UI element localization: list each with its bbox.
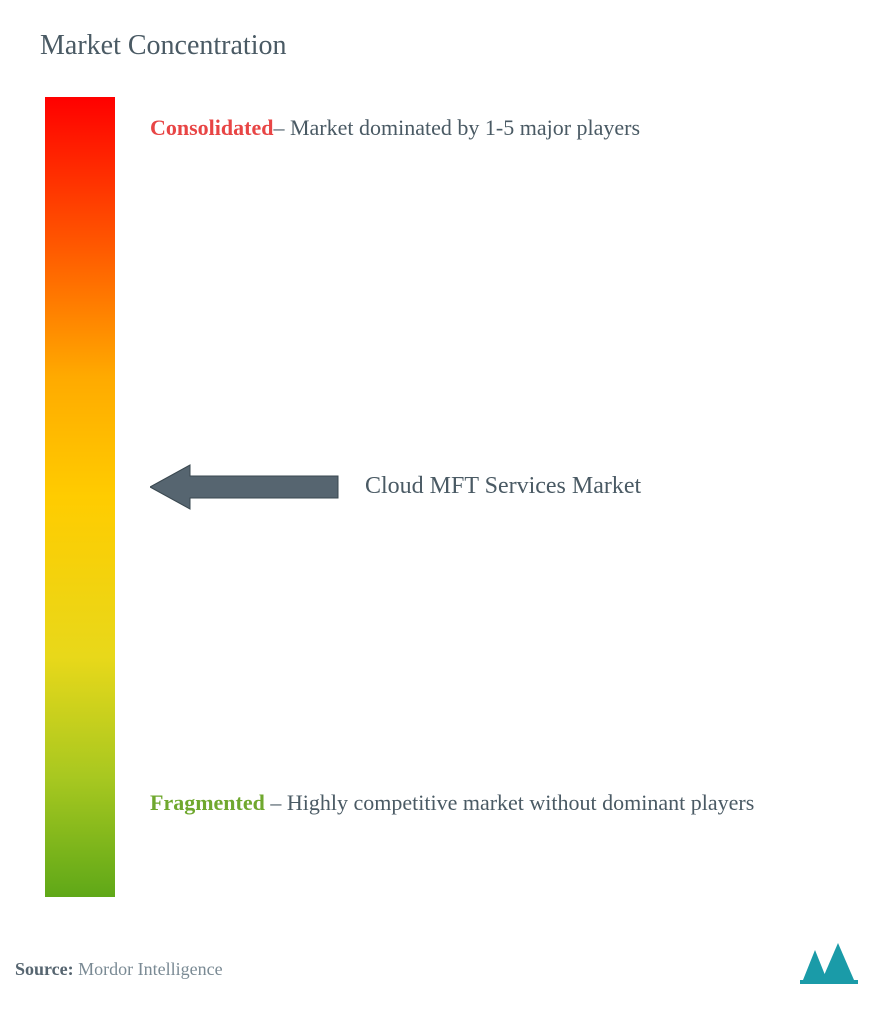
consolidated-text: – Market dominated by 1-5 major players <box>273 115 640 140</box>
mordor-logo-icon <box>800 940 860 985</box>
arrow-icon <box>150 462 340 512</box>
fragmented-label: Fragmented <box>150 790 265 815</box>
consolidated-label: Consolidated <box>150 115 273 140</box>
consolidated-description: Consolidated– Market dominated by 1-5 ma… <box>150 102 830 155</box>
source-label: Source: <box>15 959 74 979</box>
fragmented-description: Fragmented – Highly competitive market w… <box>150 777 830 830</box>
market-indicator: Cloud MFT Services Market <box>150 462 645 512</box>
fragmented-text: – Highly competitive market without domi… <box>265 790 754 815</box>
source-text: Mordor Intelligence <box>74 959 223 979</box>
content-area: Consolidated– Market dominated by 1-5 ma… <box>40 97 845 917</box>
chart-title: Market Concentration <box>40 30 845 62</box>
concentration-gradient-bar <box>45 97 115 897</box>
market-name-label: Cloud MFT Services Market <box>365 470 645 504</box>
source-attribution: Source: Mordor Intelligence <box>15 959 223 980</box>
